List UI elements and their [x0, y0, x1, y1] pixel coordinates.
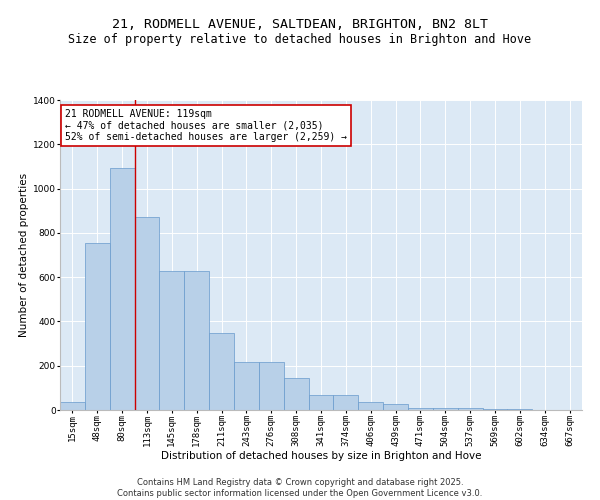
Bar	[458, 408, 482, 410]
Bar	[408, 408, 433, 410]
Bar	[383, 404, 408, 410]
Bar	[358, 402, 383, 410]
Bar	[209, 332, 234, 410]
Bar	[284, 378, 308, 410]
Text: Contains HM Land Registry data © Crown copyright and database right 2025.
Contai: Contains HM Land Registry data © Crown c…	[118, 478, 482, 498]
Bar	[60, 402, 85, 410]
Bar	[308, 394, 334, 410]
Text: 21 RODMELL AVENUE: 119sqm
← 47% of detached houses are smaller (2,035)
52% of se: 21 RODMELL AVENUE: 119sqm ← 47% of detac…	[65, 110, 347, 142]
X-axis label: Distribution of detached houses by size in Brighton and Hove: Distribution of detached houses by size …	[161, 450, 481, 460]
Text: 21, RODMELL AVENUE, SALTDEAN, BRIGHTON, BN2 8LT: 21, RODMELL AVENUE, SALTDEAN, BRIGHTON, …	[112, 18, 488, 30]
Text: Size of property relative to detached houses in Brighton and Hove: Size of property relative to detached ho…	[68, 32, 532, 46]
Y-axis label: Number of detached properties: Number of detached properties	[19, 173, 29, 337]
Bar	[184, 270, 209, 410]
Bar	[160, 270, 184, 410]
Bar	[334, 394, 358, 410]
Bar	[433, 408, 458, 410]
Bar	[234, 362, 259, 410]
Bar	[85, 243, 110, 410]
Bar	[482, 409, 508, 410]
Bar	[110, 168, 134, 410]
Bar	[134, 218, 160, 410]
Bar	[259, 362, 284, 410]
